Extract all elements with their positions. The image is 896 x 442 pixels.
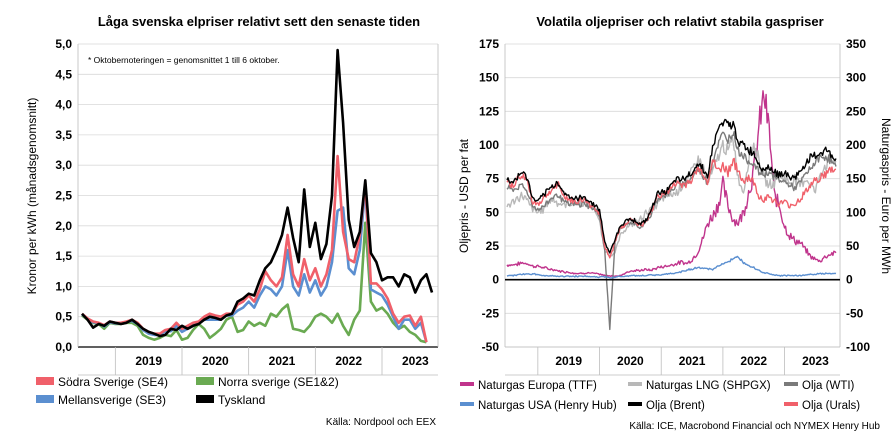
- right-legend-swatch: [460, 402, 474, 406]
- left-x-tick-label: 2022: [335, 354, 362, 368]
- left-series-s-dra-sverige-se4: [81, 154, 428, 343]
- right-legend-label: Olja (Urals): [802, 400, 860, 412]
- left-y-tick-label: 3,5: [55, 128, 72, 142]
- right-legend-swatch: [784, 382, 798, 386]
- right-series-naturgas-usa-henry-hub: [506, 255, 837, 279]
- right-y-tick-label: 25: [486, 239, 500, 253]
- left-x-tick-labels: 2019 2020 2021 2022 2023: [114, 347, 429, 375]
- left-legend-label: Norra sverige (SE1&2): [218, 375, 339, 389]
- right-series-olja-urals: [506, 157, 837, 259]
- left-legend-swatch: [36, 377, 54, 385]
- left-legend-swatch: [196, 377, 214, 385]
- right-y-tick-label: -25: [482, 306, 500, 320]
- right-legend-swatch: [784, 402, 798, 406]
- right-legend-swatch: [628, 402, 642, 406]
- left-y-tick-label: 2,0: [55, 219, 72, 233]
- right-series-naturgas-europa-ttf: [506, 90, 837, 278]
- right-x-tick-label: 2022: [740, 354, 767, 368]
- right-series-olja-brent: [506, 118, 837, 254]
- electricity-price-chart: Låga svenska elpriser relativt sett den …: [25, 14, 439, 428]
- left-y-tick-label: 5,0: [55, 37, 72, 51]
- right-series-naturgas-lng-shpgx: [506, 135, 837, 258]
- left-legend-swatch: [196, 395, 214, 403]
- right-series-olja-wti: [506, 130, 837, 331]
- right-y-tick-label: 0: [492, 273, 499, 287]
- left-source: Källa: Nordpool och EEX: [326, 417, 436, 428]
- right-y2-tick-label: 50: [846, 239, 860, 253]
- right-y-tick-label: 75: [486, 172, 500, 186]
- right-y-tick-label: 50: [486, 205, 500, 219]
- right-y-tick-label: 150: [479, 71, 499, 85]
- left-series-tyskland: [81, 48, 434, 338]
- right-x-tick-label: 2023: [802, 354, 829, 368]
- oil-gas-price-chart: Volatila oljepriser och relativt stabila…: [457, 14, 893, 432]
- right-gridlines: [504, 43, 841, 376]
- right-x-tick-label: 2019: [555, 354, 582, 368]
- right-y2-tick-label: 350: [846, 37, 866, 51]
- right-y-tick-label: 100: [479, 138, 499, 152]
- right-series-lines: [505, 90, 840, 331]
- right-y2-tick-label: 200: [846, 138, 866, 152]
- left-y-tick-label: 4,5: [55, 67, 72, 81]
- right-y-axis-label: Oljepris - USD per fat: [457, 138, 471, 253]
- left-x-tick-label: 2021: [269, 354, 296, 368]
- right-chart-title: Volatila oljepriser och relativt stabila…: [536, 14, 823, 29]
- right-x-tick-label: 2021: [679, 354, 706, 368]
- left-x-tick-label: 2019: [135, 354, 162, 368]
- left-legend-label: Tyskland: [218, 393, 265, 407]
- left-y-tick-label: 0,0: [55, 340, 72, 354]
- left-y-axis-label: Kronor per kWh (månadsgenomsnitt): [25, 98, 39, 295]
- left-y-tick-label: 0,5: [55, 310, 72, 324]
- left-y-tick-labels: 0,0 0,5 1,0 1,5 2,0 2,5 3,0 3,5 4,0 4,5 5,0: [55, 37, 72, 354]
- left-y-tick-label: 1,5: [55, 249, 72, 263]
- left-gridlines: [77, 43, 439, 376]
- right-y2-tick-label: -100: [846, 340, 870, 354]
- left-y-tick-label: 3,0: [55, 158, 72, 172]
- right-y2-tick-label: 100: [846, 205, 866, 219]
- left-chart-annotation: * Oktobernoteringen = genomsnittet 1 til…: [88, 55, 280, 65]
- left-series-lines: [81, 48, 434, 344]
- left-x-tick-label: 2020: [202, 354, 229, 368]
- right-legend-label: Naturgas USA (Henry Hub): [478, 400, 617, 412]
- right-y-tick-label: 175: [479, 37, 499, 51]
- right-left-y-tick-labels: 175 150 125 100 75 50 25 0 -25 -50: [479, 37, 499, 354]
- right-y2-tick-label: 300: [846, 71, 866, 85]
- left-y-tick-label: 1,0: [55, 279, 72, 293]
- right-right-y-tick-labels: 350 300 250 200 150 100 50 0 -50 -100: [846, 37, 870, 354]
- right-legend-label: Naturgas Europa (TTF): [478, 380, 597, 392]
- right-y2-axis-label: Naturgaspris - Euro per MWh: [879, 118, 893, 274]
- left-chart-title: Låga svenska elpriser relativt sett den …: [98, 14, 420, 29]
- right-y2-tick-label: 0: [846, 273, 853, 287]
- right-y2-tick-label: -50: [846, 306, 864, 320]
- right-y2-tick-label: 150: [846, 172, 866, 186]
- right-legend-swatch: [460, 382, 474, 386]
- right-legend-label: Olja (WTI): [802, 380, 855, 392]
- left-legend-swatch: [36, 395, 54, 403]
- left-legend: Södra Sverige (SE4) Norra sverige (SE1&2)…: [36, 375, 339, 407]
- left-legend-label: Mellansverige (SE3): [58, 393, 166, 407]
- left-y-tick-label: 4,0: [55, 98, 72, 112]
- right-y-tick-label: 125: [479, 104, 499, 118]
- right-x-tick-label: 2020: [617, 354, 644, 368]
- right-source: Källa: ICE, Macrobond Financial och NYME…: [629, 421, 880, 432]
- right-y2-tick-label: 250: [846, 104, 866, 118]
- right-legend-label: Olja (Brent): [646, 400, 705, 412]
- left-legend-label: Södra Sverige (SE4): [58, 375, 168, 389]
- left-x-tick-label: 2023: [402, 354, 429, 368]
- right-y-tick-label: -50: [482, 340, 500, 354]
- right-legend-label: Naturgas LNG (SHPGX): [646, 380, 771, 392]
- right-legend: Naturgas Europa (TTF) Naturgas LNG (SHPGX…: [460, 380, 860, 412]
- right-x-tick-labels: 2019 2020 2021 2022 2023: [537, 347, 829, 375]
- left-series-mellansverige-se3: [81, 185, 428, 343]
- left-y-tick-label: 2,5: [55, 189, 72, 203]
- right-legend-swatch: [628, 382, 642, 386]
